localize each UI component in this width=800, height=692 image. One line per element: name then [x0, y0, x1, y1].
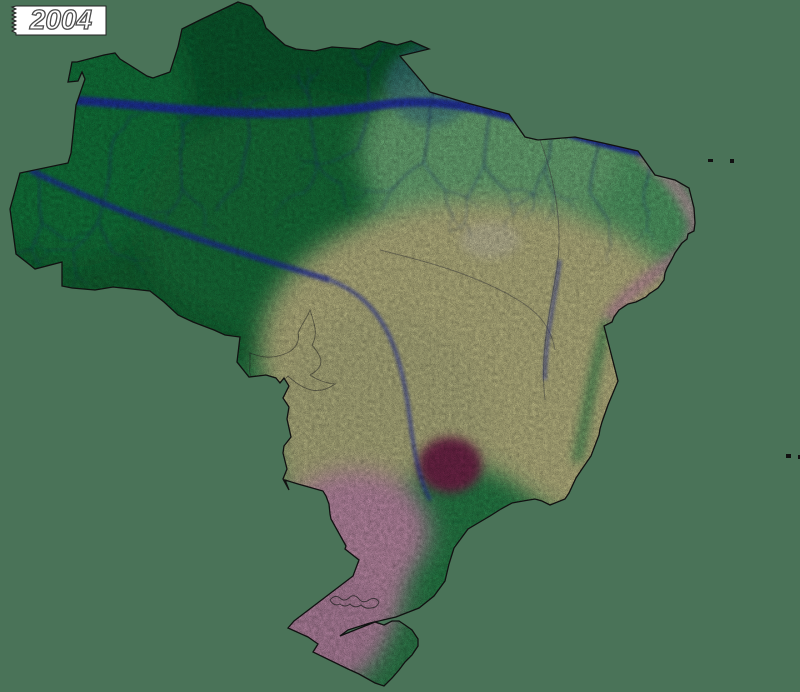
svg-text:2004: 2004 — [29, 4, 93, 35]
